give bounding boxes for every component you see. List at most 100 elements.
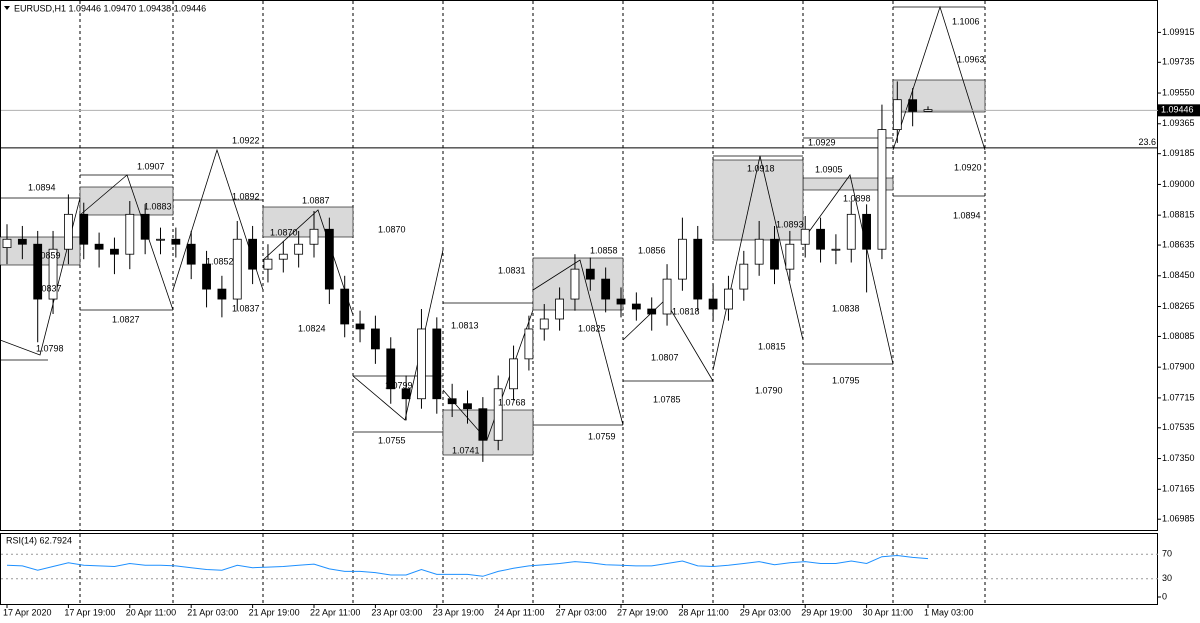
candle-body	[355, 323, 365, 330]
candle-body	[370, 328, 380, 350]
level-annotation: 1.0887	[302, 195, 330, 205]
x-tick-label: 17 Apr 2020	[3, 607, 52, 617]
candle-body	[447, 398, 457, 405]
candle-body	[555, 298, 564, 320]
level-annotation: 1.0837	[232, 303, 260, 313]
y-tick-label: 1.07715	[1162, 392, 1195, 402]
candle-body	[79, 213, 89, 245]
chart-header: EURUSD,H1 1.09446 1.09470 1.09438 1.0944…	[14, 3, 206, 13]
candle-body	[125, 213, 135, 255]
candle-body	[693, 238, 703, 300]
y-tick-label: 1.07165	[1162, 484, 1195, 494]
candle-body	[509, 358, 518, 390]
level-annotation: 1.0894	[28, 182, 56, 192]
candle-body	[846, 213, 856, 250]
level-annotation: 1.0898	[843, 193, 871, 203]
level-annotation: 1.0790	[755, 385, 783, 395]
level-annotation: 1.0922	[232, 135, 260, 145]
candle-body	[785, 243, 795, 270]
level-annotation: 1.0894	[953, 210, 981, 220]
level-annotation: 1.0798	[36, 343, 64, 353]
candle-body	[616, 298, 626, 305]
candle-body	[232, 238, 242, 300]
candle-body	[816, 228, 825, 250]
candle-body	[2, 238, 12, 248]
candle-body	[48, 248, 58, 300]
candle-body	[539, 318, 549, 330]
y-tick-label: 1.08635	[1162, 239, 1195, 249]
rsi-tick-label: 30	[1162, 573, 1172, 583]
level-annotation: 1.0859	[33, 250, 61, 260]
candle-body	[94, 243, 104, 250]
candle-body	[401, 388, 411, 400]
level-annotation: 1.0824	[298, 323, 326, 333]
level-annotation: 1.0870	[270, 227, 298, 237]
candle-body	[678, 238, 687, 280]
level-annotation: 1.0837	[34, 283, 62, 293]
pattern-triangle	[172, 148, 264, 291]
y-tick-label: 1.07535	[1162, 422, 1195, 432]
level-annotation: 1.0741	[452, 445, 480, 455]
candle-body	[831, 248, 841, 251]
price-tag	[1158, 104, 1200, 117]
level-annotation: 1.0905	[815, 164, 843, 174]
y-tick-label: 1.08815	[1162, 210, 1195, 220]
candle-body	[432, 328, 442, 400]
level-annotation: 1.0918	[747, 163, 775, 173]
y-tick-label: 1.09000	[1162, 179, 1195, 189]
x-tick-label: 21 Apr 19:00	[249, 607, 300, 617]
rsi-pane	[0, 533, 1158, 605]
candle-body	[156, 238, 165, 241]
pattern-triangle	[79, 174, 174, 311]
candle-body	[585, 268, 595, 280]
zone-box	[79, 186, 174, 216]
candle-body	[570, 268, 580, 300]
y-tick-label: 1.09185	[1162, 148, 1195, 158]
candle-body	[202, 263, 211, 290]
level-annotation: 1.0827	[112, 314, 140, 324]
candle-body	[877, 129, 887, 250]
x-tick-label: 17 Apr 19:00	[64, 607, 115, 617]
level-annotation: 1.0893	[776, 219, 804, 229]
fib-level-label: 23.6	[1138, 137, 1156, 147]
candle-body	[478, 408, 488, 441]
x-tick-label: 22 Apr 11:00	[310, 607, 360, 617]
level-annotation: 1.0755	[378, 435, 406, 445]
level-annotation: 1.0818	[672, 306, 700, 316]
x-tick-label: 1 May 03:00	[924, 607, 974, 617]
level-annotation: 1.0759	[588, 431, 616, 441]
y-tick-label: 1.08265	[1162, 301, 1195, 311]
level-annotation: 1.0831	[498, 265, 526, 275]
x-tick-label: 29 Apr 03:00	[740, 607, 791, 617]
candle-body	[217, 288, 227, 300]
level-annotation: 1.0813	[451, 320, 479, 330]
candle-body	[64, 213, 73, 250]
candle-body	[892, 99, 902, 130]
level-annotation: 1.0795	[832, 375, 860, 385]
x-tick-label: 30 Apr 11:00	[863, 607, 913, 617]
x-tick-label: 27 Apr 03:00	[556, 607, 607, 617]
candle-body	[140, 213, 150, 240]
candle-body	[186, 243, 196, 265]
level-annotation: 1.0963	[957, 54, 985, 64]
level-annotation: 1.0907	[137, 161, 165, 171]
candle-body	[923, 109, 933, 112]
rsi-label: RSI(14) 62.7924	[6, 535, 72, 545]
candle-body	[631, 303, 641, 310]
pattern-triangle	[352, 249, 444, 421]
candle-body	[662, 278, 672, 315]
x-tick-label: 20 Apr 11:00	[126, 607, 176, 617]
candle-body	[263, 258, 273, 270]
level-annotation: 1.0892	[232, 191, 260, 201]
zone-box	[442, 409, 534, 456]
pattern-triangle	[802, 174, 894, 365]
candle-body	[110, 248, 119, 255]
candle-body	[248, 238, 258, 270]
level-annotation: 1.1006	[952, 16, 980, 26]
level-annotation: 1.0785	[653, 394, 681, 404]
candle-body	[770, 238, 779, 270]
candle-body	[601, 278, 611, 300]
level-annotation: 1.0838	[832, 303, 860, 313]
y-tick-label: 1.09915	[1162, 27, 1195, 37]
